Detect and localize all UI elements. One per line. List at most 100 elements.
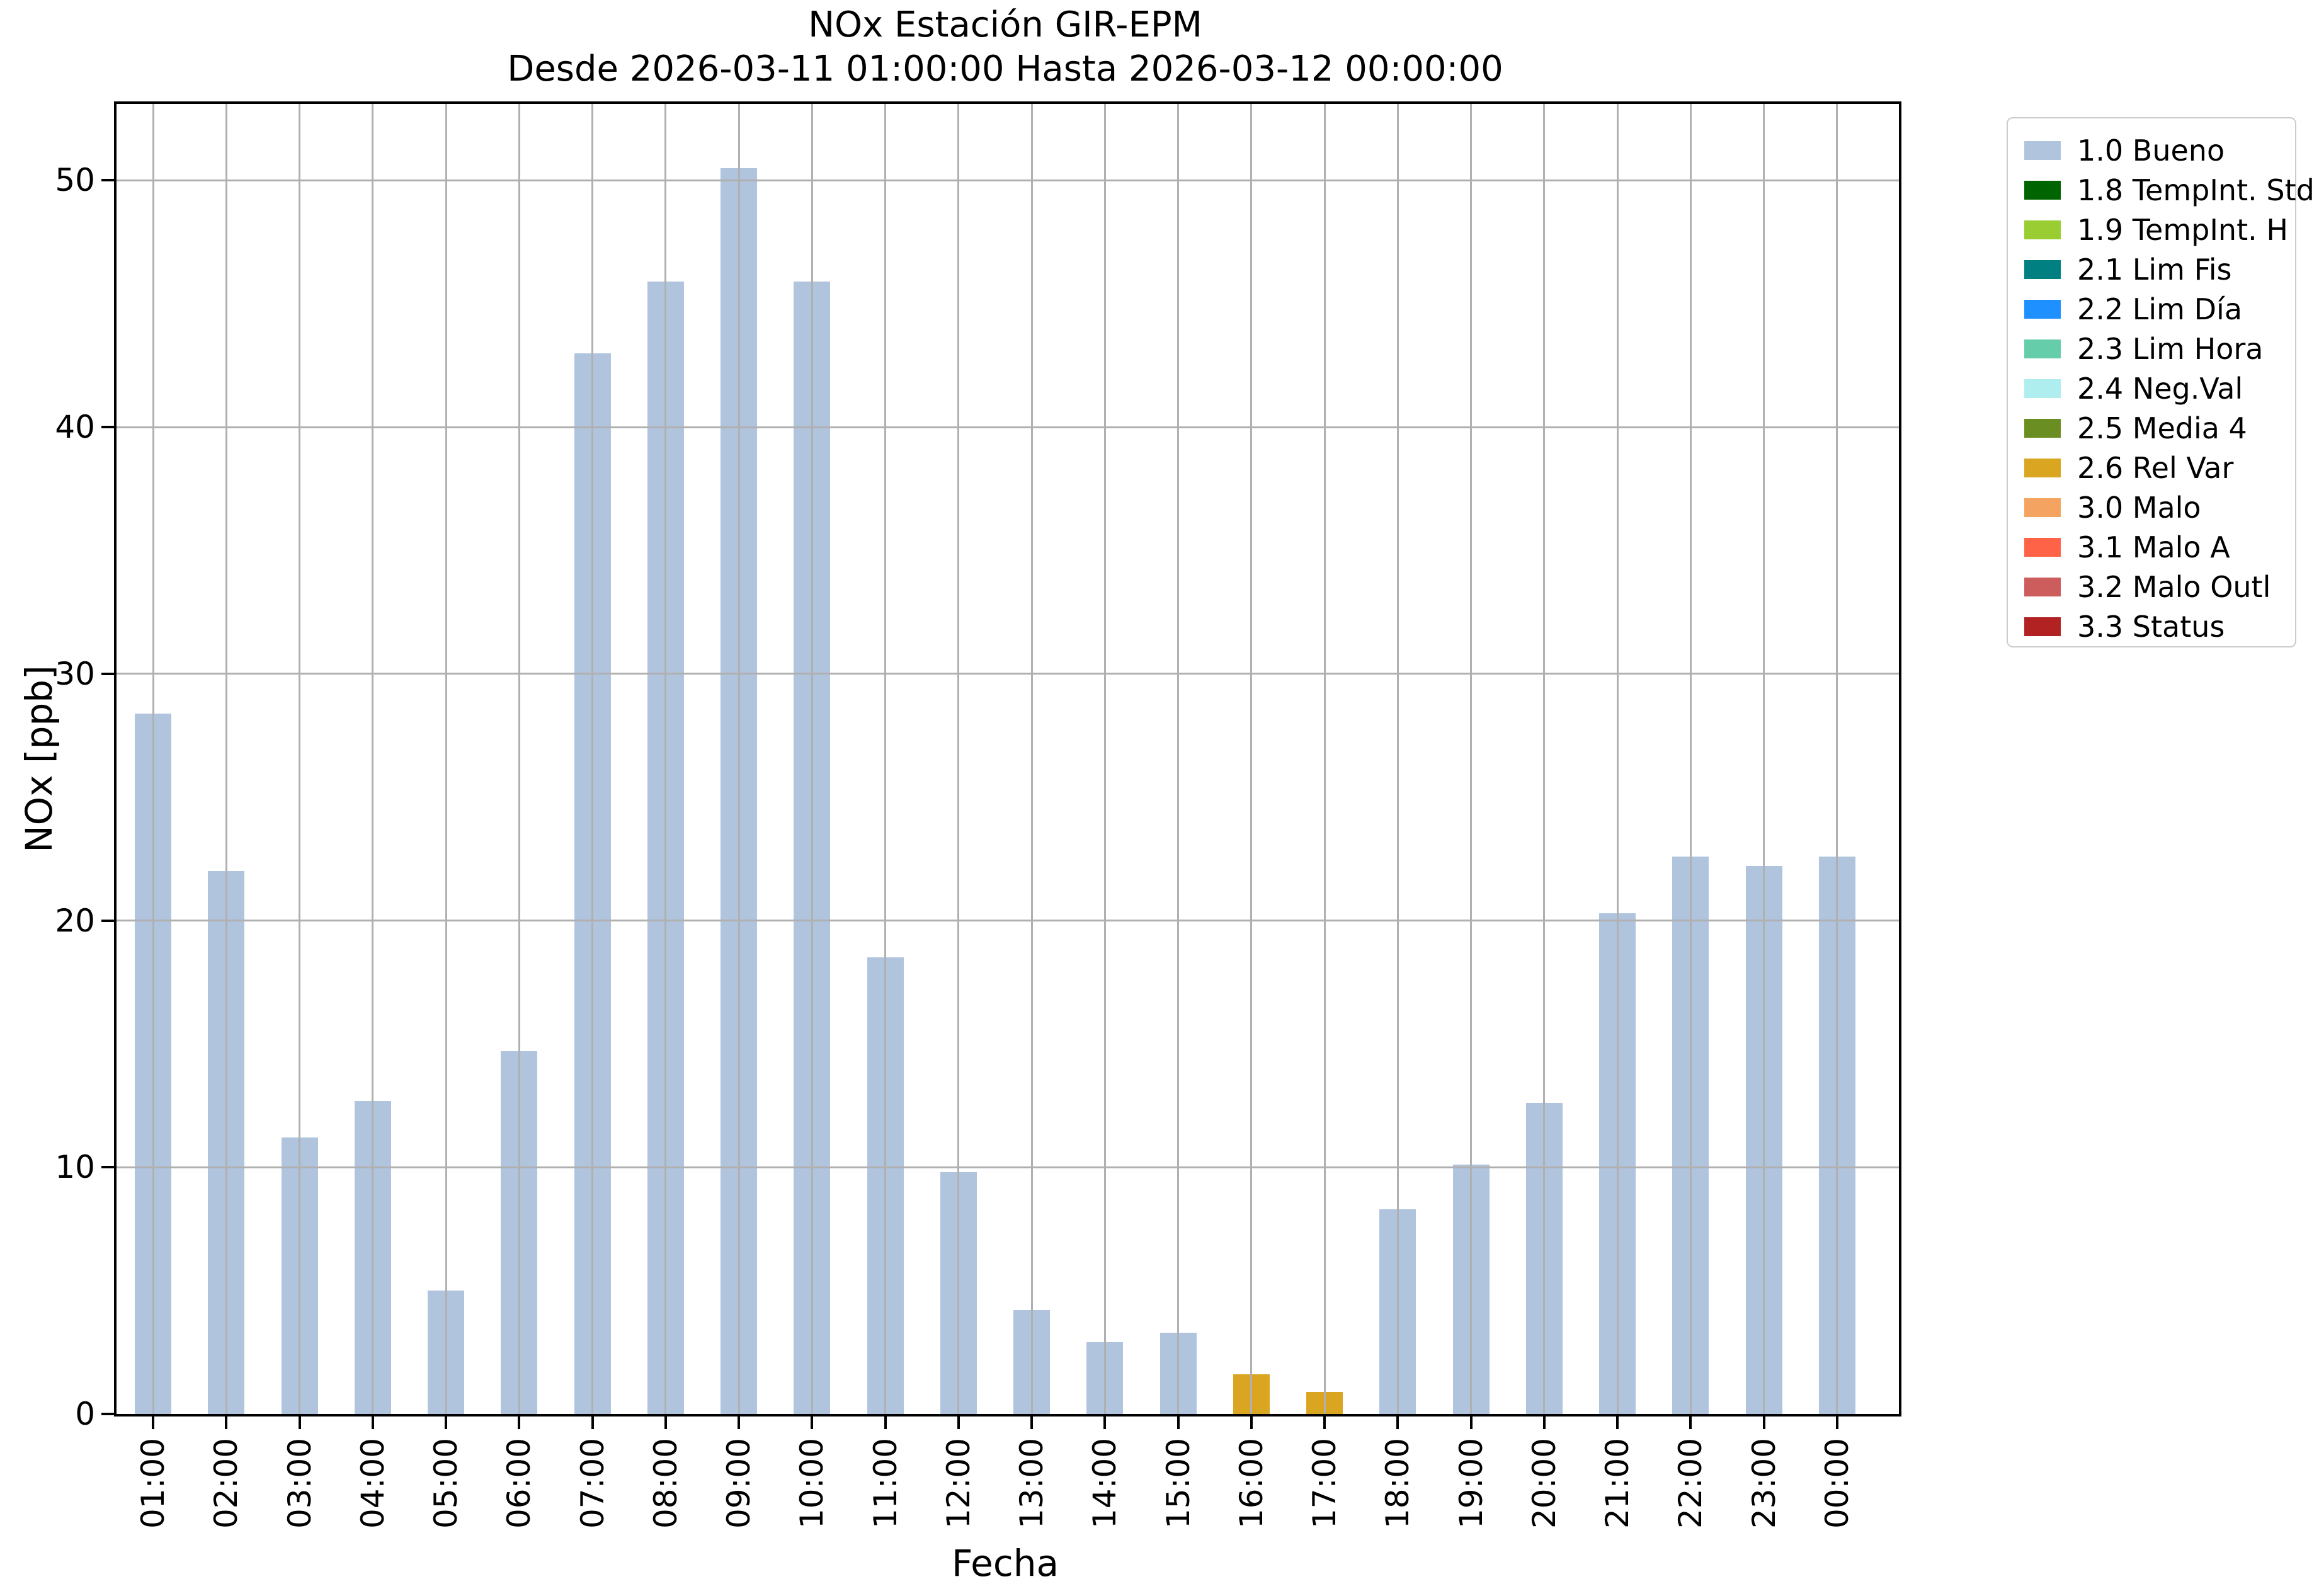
x-tick-mark: [884, 1416, 887, 1429]
gridline-vertical: [811, 104, 813, 1414]
gridline-vertical: [1616, 104, 1619, 1414]
legend-label: 2.6 Rel Var: [2077, 450, 2234, 485]
gridline-vertical: [1323, 104, 1326, 1414]
legend: 1.0 Bueno 1.8 TempInt. Std 1.9 TempInt. H 2…: [2007, 117, 2315, 647]
x-tick-label: 07:00: [574, 1437, 611, 1529]
gridline-vertical: [591, 104, 593, 1414]
x-tick-mark: [738, 1416, 740, 1429]
legend-item: 3.0 Malo: [2008, 488, 2295, 527]
x-tick-label: 16:00: [1233, 1437, 1270, 1529]
legend-swatch-icon: [2024, 577, 2061, 596]
x-tick-mark: [957, 1416, 960, 1429]
y-tick-label: 0: [75, 1396, 95, 1432]
legend-swatch-icon: [2024, 498, 2061, 517]
x-tick-mark: [1762, 1416, 1765, 1429]
gridline-vertical: [884, 104, 886, 1414]
x-tick-mark: [1323, 1416, 1326, 1429]
x-tick-label: 11:00: [867, 1437, 904, 1529]
x-tick-label: 08:00: [647, 1437, 684, 1529]
y-axis-label: NOx [ppb]: [18, 665, 60, 853]
legend-item: 3.2 Malo Outl: [2008, 567, 2295, 606]
x-tick-label: 06:00: [501, 1437, 538, 1529]
gridline-vertical: [1177, 104, 1179, 1414]
y-tick-label: 20: [55, 902, 95, 939]
x-axis-label: Fecha: [951, 1542, 1059, 1585]
legend-swatch-icon: [2024, 379, 2061, 398]
x-tick-mark: [1177, 1416, 1180, 1429]
gridline-vertical: [738, 104, 740, 1414]
gridline-vertical: [664, 104, 667, 1414]
x-tick-mark: [1250, 1416, 1253, 1429]
legend-item: 2.2 Lim Día: [2008, 290, 2295, 328]
legend-label: 1.0 Bueno: [2077, 133, 2225, 168]
x-tick-mark: [811, 1416, 814, 1429]
x-tick-label: 04:00: [354, 1437, 391, 1529]
x-tick-mark: [591, 1416, 594, 1429]
x-tick-mark: [1396, 1416, 1399, 1429]
legend-swatch-icon: [2024, 140, 2061, 160]
legend-swatch-icon: [2024, 617, 2061, 636]
legend-swatch-icon: [2024, 299, 2061, 319]
x-tick-mark: [371, 1416, 374, 1429]
y-tick-mark: [101, 426, 114, 429]
legend-swatch-icon: [2024, 259, 2061, 279]
legend-item: 2.6 Rel Var: [2008, 448, 2295, 487]
x-tick-label: 12:00: [940, 1437, 977, 1529]
legend-item: 2.4 Neg.Val: [2008, 369, 2295, 408]
legend-swatch-icon: [2024, 418, 2061, 438]
x-tick-label: 00:00: [1818, 1437, 1855, 1529]
y-tick-mark: [101, 1413, 114, 1415]
y-tick-mark: [101, 919, 114, 922]
x-tick-mark: [1835, 1416, 1838, 1429]
y-tick-label: 30: [55, 655, 95, 692]
legend-item: 1.9 TempInt. H: [2008, 210, 2295, 249]
x-tick-label: 13:00: [1013, 1437, 1050, 1529]
x-tick-mark: [1469, 1416, 1473, 1429]
y-tick-mark: [101, 179, 114, 182]
legend-item: 1.8 TempInt. Std: [2008, 171, 2315, 209]
y-tick-label: 10: [55, 1149, 95, 1186]
gridline-vertical: [299, 104, 300, 1414]
x-tick-label: 18:00: [1379, 1437, 1416, 1529]
legend-swatch-icon: [2024, 180, 2061, 200]
legend-label: 3.3 Status: [2077, 609, 2225, 644]
x-tick-label: 22:00: [1672, 1437, 1709, 1529]
gridline-vertical: [1250, 104, 1253, 1414]
x-tick-label: 21:00: [1599, 1437, 1636, 1529]
gridline-horizontal: [117, 426, 1899, 428]
x-tick-label: 23:00: [1745, 1437, 1782, 1529]
gridline-vertical: [225, 104, 227, 1414]
gridline-vertical: [372, 104, 374, 1414]
gridline-vertical: [1396, 104, 1399, 1414]
x-tick-label: 19:00: [1452, 1437, 1490, 1529]
legend-item: 2.5 Media 4: [2008, 409, 2295, 447]
x-tick-mark: [445, 1416, 447, 1429]
gridline-vertical: [1103, 104, 1106, 1414]
y-tick-label: 50: [55, 162, 95, 199]
legend-item: 1.0 Bueno: [2008, 131, 2295, 169]
legend-label: 3.2 Malo Outl: [2077, 569, 2271, 604]
plot-area: [114, 101, 1901, 1416]
gridline-vertical: [1836, 104, 1838, 1414]
legend-label: 2.2 Lim Día: [2077, 292, 2243, 326]
x-tick-mark: [1542, 1416, 1546, 1429]
gridline-horizontal: [117, 1166, 1899, 1168]
gridline-vertical: [518, 104, 520, 1414]
legend-label: 3.0 Malo: [2077, 490, 2201, 525]
x-tick-label: 03:00: [281, 1437, 318, 1529]
legend-label: 3.1 Malo A: [2077, 530, 2230, 564]
legend-label: 2.3 Lim Hora: [2077, 331, 2264, 366]
legend-label: 1.9 TempInt. H: [2077, 212, 2288, 247]
y-tick-mark: [101, 672, 114, 675]
gridline-vertical: [445, 104, 447, 1414]
gridline-vertical: [152, 104, 154, 1414]
x-tick-mark: [1103, 1416, 1107, 1429]
x-tick-mark: [518, 1416, 521, 1429]
x-tick-label: 01:00: [135, 1437, 171, 1529]
x-tick-mark: [298, 1416, 301, 1429]
gridline-vertical: [1470, 104, 1472, 1414]
gridline-vertical: [1543, 104, 1546, 1414]
gridline-vertical: [957, 104, 960, 1414]
legend-swatch-icon: [2024, 339, 2061, 358]
gridline-horizontal: [117, 179, 1899, 181]
